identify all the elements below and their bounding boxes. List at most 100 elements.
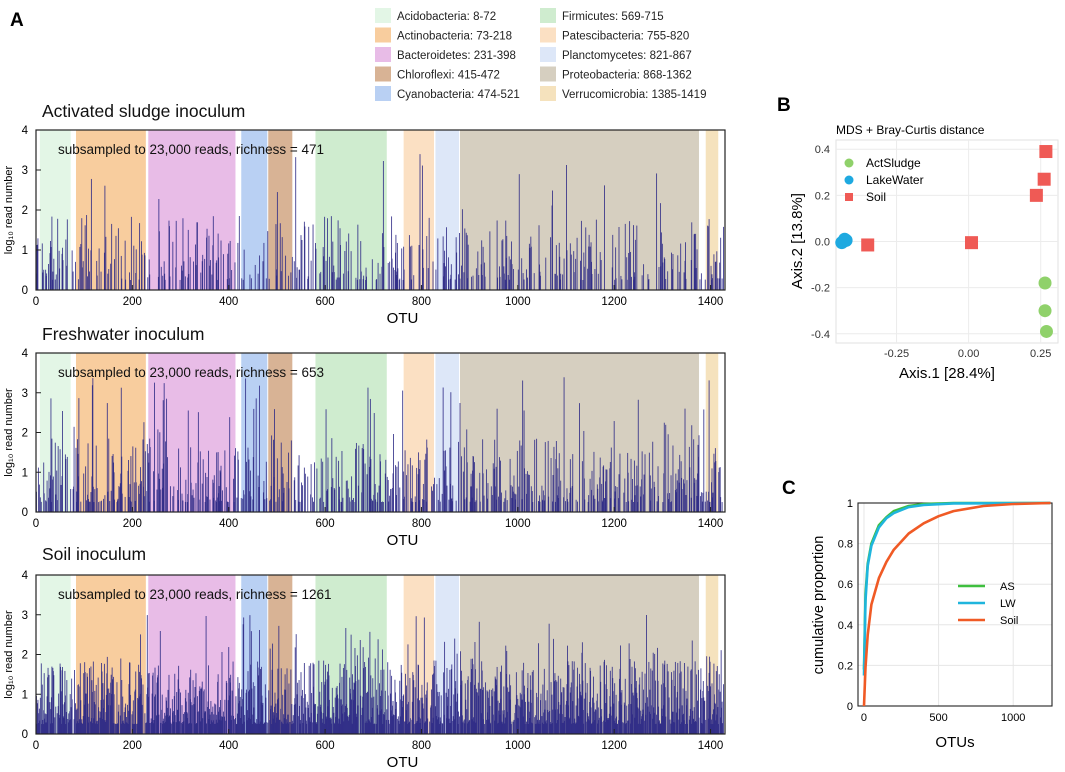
x-tick-label: 1400	[698, 740, 724, 752]
y-tick-label: 0.0	[815, 237, 830, 249]
y-tick-label: 1	[22, 689, 28, 701]
x-tick-label: 400	[219, 296, 238, 308]
cumulative-proportion-plot: 0 0.2 0.4 0.6 0.8 1 0 500 1000 AS LW Soil OTUs cumula…	[811, 498, 1053, 751]
point-actsludge	[1038, 276, 1052, 290]
mds-scatter-plot: MDS + Bray-Curtis distance 0.4 0.2 0.0 -0.2 -…	[789, 123, 1059, 382]
y-tick-label: 3	[22, 388, 28, 400]
legend-marker-soil	[845, 193, 853, 201]
bar-series	[36, 154, 725, 290]
x-tick-label: 1200	[601, 296, 627, 308]
x-tick-label: 200	[123, 740, 142, 752]
x-tick-label: 0	[861, 712, 867, 724]
panel-label-b: B	[777, 95, 791, 116]
x-axis-label: OTU	[387, 532, 419, 549]
legend-marker-actsludge	[844, 158, 854, 168]
bar-series	[36, 614, 725, 734]
legend-swatch-6	[540, 27, 556, 43]
phylum-band-planctomycetes	[435, 353, 460, 512]
y-tick-label: 0.2	[838, 660, 853, 672]
y-tick-label: 1	[22, 245, 28, 257]
y-tick-label: 4	[22, 348, 29, 360]
x-tick-label: 0.25	[1030, 348, 1051, 360]
y-tick-label: 3	[22, 165, 28, 177]
y-axis-label: Axis.2 [13.8%]	[789, 193, 806, 289]
legend-label-9: Verrucomicrobia: 1385-1419	[562, 89, 706, 101]
legend-label-2: Bacteroidetes: 231-398	[397, 50, 516, 62]
legend-swatch-5	[540, 8, 556, 23]
legend-label-soil: Soil	[866, 190, 886, 204]
x-tick-label: 600	[315, 740, 334, 752]
y-tick-label: 0.8	[838, 539, 853, 551]
point-soil	[965, 236, 979, 250]
x-tick-label: 0.00	[958, 348, 979, 360]
y-tick-label: -0.2	[811, 283, 830, 295]
x-tick-label: 1200	[601, 518, 627, 530]
bar-series	[36, 377, 723, 512]
line-soil	[862, 501, 1051, 707]
legend-label-soil: Soil	[1000, 615, 1018, 627]
legend-label-actsludge: ActSludge	[866, 156, 921, 170]
x-axis-label: OTUs	[935, 734, 974, 751]
plot-title: Activated sludge inoculum	[42, 101, 245, 121]
x-tick-label: 1000	[505, 518, 531, 530]
y-tick-label: 2	[22, 650, 28, 662]
x-tick-label: 1000	[505, 740, 531, 752]
point-lakewater	[839, 233, 853, 247]
x-tick-label: 0	[33, 518, 39, 530]
y-tick-label: 2	[22, 205, 28, 217]
legend-swatch-9	[540, 86, 556, 101]
y-axis-label: log₁₀ read number	[3, 388, 15, 477]
legend-label-1: Actinobacteria: 73-218	[397, 31, 512, 43]
x-tick-label: 200	[123, 296, 142, 308]
x-tick-label: 1000	[1001, 712, 1025, 724]
x-tick-label: 800	[412, 518, 431, 530]
point-soil	[1029, 188, 1043, 202]
freshwater-bar-plot: Freshwater inoculum subsampled to 23,000 …	[3, 324, 726, 549]
phylum-legend: Acidobacteria: 8-72 Actinobacteria: 73-21…	[375, 8, 706, 101]
richness-annotation: subsampled to 23,000 reads, richness = 1…	[58, 587, 332, 602]
legend-swatch-1	[375, 27, 391, 43]
x-tick-label: 200	[123, 518, 142, 530]
legend-label-as: AS	[1000, 581, 1015, 593]
legend-label-5: Firmicutes: 569-715	[562, 11, 664, 23]
legend-swatch-7	[540, 47, 556, 62]
x-tick-label: 600	[315, 518, 334, 530]
y-tick-label: 0	[22, 285, 28, 297]
x-tick-label: 1200	[601, 740, 627, 752]
soil-bar-plot: Soil inoculum subsampled to 23,000 reads,…	[3, 544, 726, 771]
legend-swatch-8	[540, 66, 556, 82]
panel-label-a: A	[10, 10, 24, 31]
x-tick-label: 1400	[698, 296, 724, 308]
legend-marker-lakewater	[844, 175, 854, 185]
y-axis-label: log₁₀ read number	[3, 610, 15, 699]
x-tick-label: 400	[219, 740, 238, 752]
x-tick-label: 400	[219, 518, 238, 530]
y-tick-label: 0.2	[815, 190, 830, 202]
plot-title: Freshwater inoculum	[42, 324, 204, 344]
point-soil	[1037, 172, 1051, 186]
point-actsludge	[1038, 304, 1052, 318]
x-tick-label: 1400	[698, 518, 724, 530]
legend-swatch-4	[375, 86, 391, 101]
legend-swatch-2	[375, 47, 391, 62]
legend-label-7: Planctomycetes: 821-867	[562, 50, 692, 62]
y-axis-label: cumulative proportion	[811, 536, 827, 675]
line-as	[862, 501, 1051, 670]
line-lw	[862, 501, 1051, 676]
phylum-band-planctomycetes	[435, 575, 460, 734]
plot-title: Soil inoculum	[42, 544, 146, 564]
plot-frame	[857, 502, 1053, 707]
x-tick-label: 0	[33, 296, 39, 308]
legend-label-4: Cyanobacteria: 474-521	[397, 89, 520, 101]
y-tick-label: 0	[847, 701, 853, 713]
x-tick-label: 0	[33, 740, 39, 752]
y-tick-label: 4	[22, 570, 29, 582]
activated-sludge-bar-plot: Activated sludge inoculum subsampled to 2…	[3, 101, 726, 327]
y-axis-label: log₁₀ read number	[3, 165, 15, 254]
richness-annotation: subsampled to 23,000 reads, richness = 4…	[58, 142, 324, 157]
legend-swatch-3	[375, 66, 391, 82]
y-tick-label: 0.4	[838, 620, 853, 632]
y-tick-label: 1	[847, 498, 853, 510]
legend-label-3: Chloroflexi: 415-472	[397, 70, 500, 82]
